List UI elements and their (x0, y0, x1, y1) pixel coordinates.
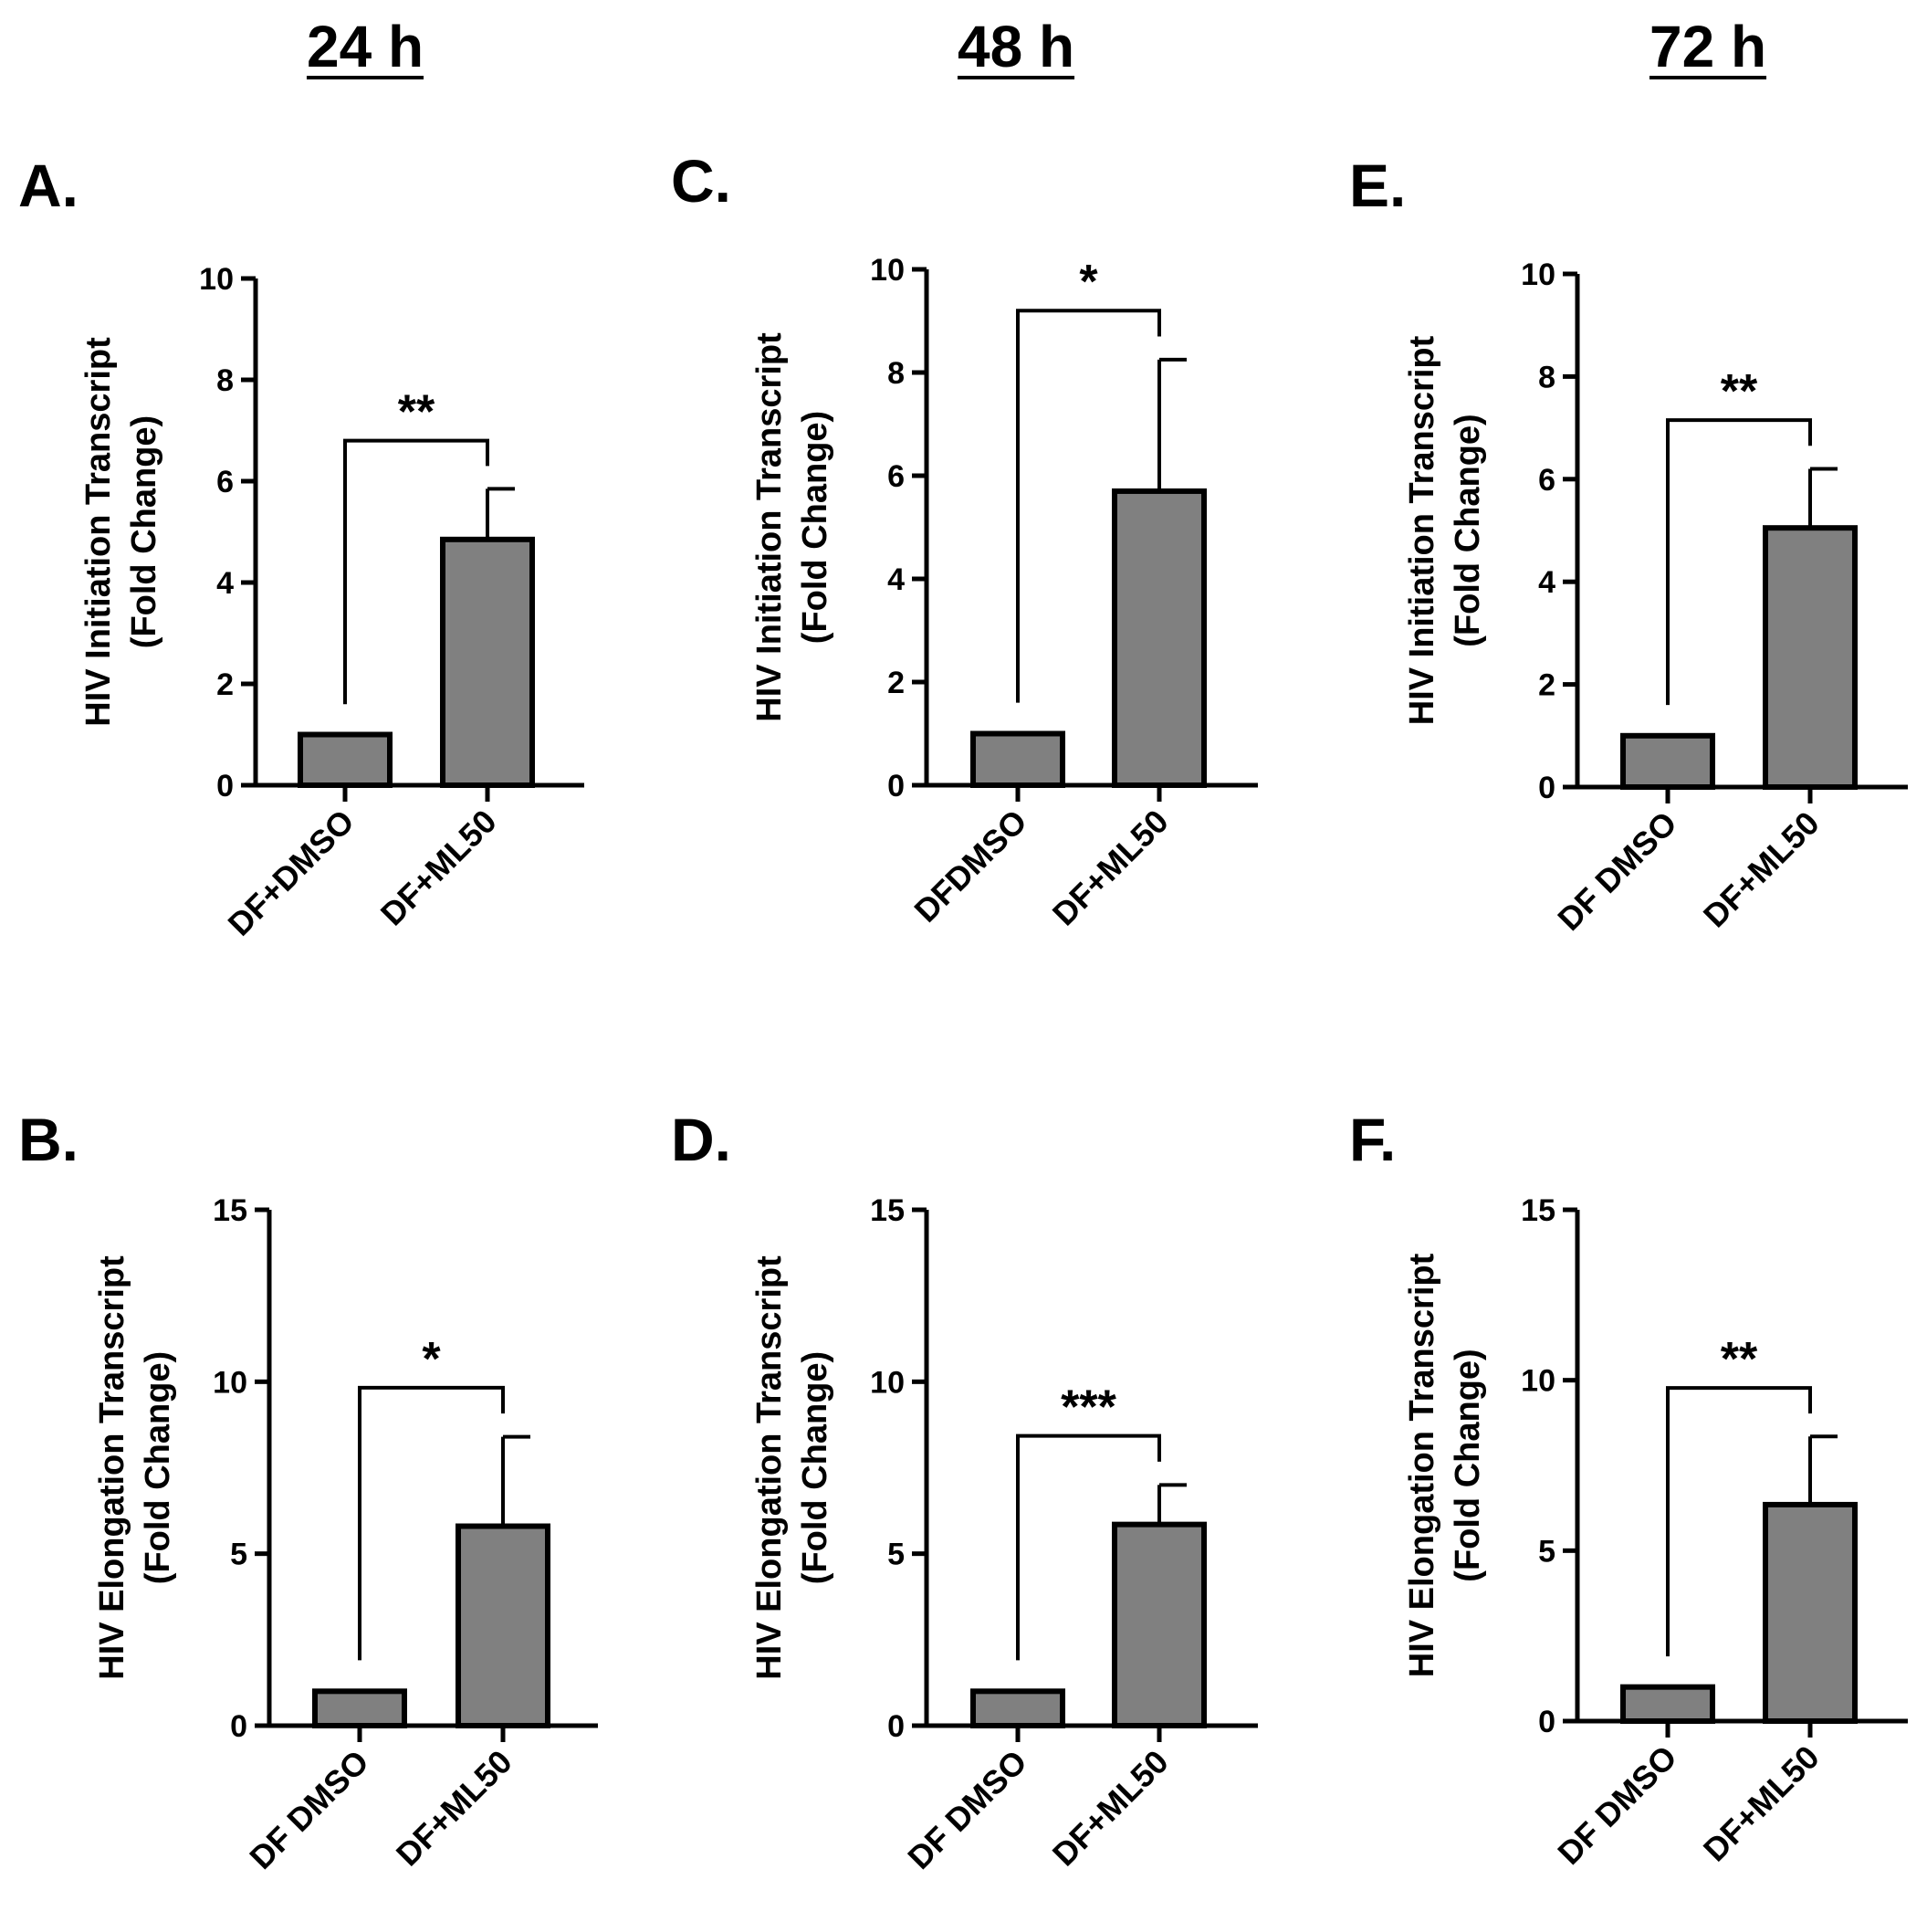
y-tick-label: 6 (887, 459, 905, 494)
category-label-2: DF+ML50 (1045, 1743, 1176, 1874)
significance-bracket (1666, 418, 1812, 706)
bar-1 (970, 1688, 1065, 1729)
y-tick-label: 2 (1538, 668, 1555, 703)
y-axis-label-line1: HIV Initiation Transcript (79, 337, 118, 727)
significance-label: * (1079, 256, 1098, 309)
y-tick-label: 10 (870, 253, 905, 288)
bar-1 (298, 731, 393, 788)
y-axis-label-line2: (Fold Change) (139, 1351, 177, 1584)
y-tick-label: 10 (1521, 257, 1555, 292)
y-tick-label: 6 (1538, 463, 1555, 498)
significance-bracket (358, 1385, 505, 1661)
y-axis-label-line2: (Fold Change) (1449, 414, 1487, 646)
chart-panel-a: 0 2 4 6 8 10 HIV Initiation Transcript (Fold Ch… (79, 262, 584, 943)
y-tick-label: 5 (887, 1538, 905, 1572)
y-axis-label-line2: (Fold Change) (1449, 1349, 1487, 1581)
bar-1 (312, 1688, 407, 1729)
chart-panel-f: 0 5 10 15 HIV Elongation Transcript (Fold Cha… (1403, 1193, 1908, 1872)
significance-bracket (343, 438, 489, 705)
y-tick-label: 15 (213, 1193, 247, 1228)
significance-bracket (1016, 309, 1161, 703)
category-label-1: DF DMSO (1550, 1738, 1683, 1872)
y-tick-label: 0 (887, 1709, 905, 1744)
y-axis-label-line2: (Fold Change) (796, 1351, 834, 1584)
column-header-24h: 24 h (306, 14, 424, 79)
bar-2 (1112, 1521, 1207, 1729)
y-tick-label: 0 (216, 769, 234, 803)
column-header-48h: 48 h (957, 14, 1075, 79)
y-tick-label: 4 (216, 566, 234, 601)
panel-letter-e: E. (1349, 152, 1407, 219)
y-axis-label-line1: HIV Elongation Transcript (750, 1255, 789, 1680)
y-axis-label-line1: HIV Elongation Transcript (93, 1255, 131, 1680)
y-tick-label: 8 (216, 363, 234, 398)
y-tick-label: 15 (1521, 1193, 1555, 1228)
y-tick-label: 15 (870, 1193, 905, 1228)
significance-label: ** (398, 386, 435, 439)
category-label-1: DF DMSO (900, 1743, 1033, 1876)
y-tick-label: 4 (887, 562, 905, 597)
significance-label: * (422, 1333, 441, 1386)
panel-letter-a: A. (18, 152, 79, 219)
significance-bracket (1016, 1433, 1161, 1661)
category-label-2: DF+ML50 (373, 803, 504, 933)
y-tick-label: 10 (199, 262, 234, 297)
y-tick-label: 0 (1538, 1705, 1555, 1739)
y-tick-label: 5 (1538, 1534, 1555, 1569)
category-label-2: DF+ML50 (1696, 1738, 1827, 1869)
category-label-1: DFDMSO (906, 803, 1033, 929)
y-tick-label: 6 (216, 465, 234, 499)
bar-1 (1620, 732, 1715, 790)
bar-1 (1620, 1684, 1715, 1724)
y-tick-label: 0 (1538, 771, 1555, 805)
y-tick-label: 2 (887, 666, 905, 700)
category-label-1: DF+DMSO (220, 803, 361, 943)
bar-2 (440, 536, 535, 788)
panel-letter-c: C. (671, 147, 731, 215)
chart-panel-b: 0 5 10 15 HIV Elongation Transcript (Fold Cha… (93, 1193, 598, 1876)
significance-label: ** (1721, 1333, 1758, 1386)
category-label-2: DF+ML50 (1045, 803, 1176, 933)
y-tick-label: 8 (1538, 360, 1555, 394)
bar-2 (456, 1523, 550, 1728)
significance-bracket (1666, 1386, 1812, 1657)
category-label-2: DF+ML50 (389, 1743, 519, 1874)
panel-letter-f: F. (1349, 1106, 1397, 1173)
y-tick-label: 4 (1538, 565, 1555, 600)
category-label-1: DF DMSO (1550, 804, 1683, 938)
category-label-2: DF+ML50 (1696, 804, 1827, 935)
y-axis-label-line2: (Fold Change) (125, 415, 163, 648)
bar-2 (1763, 525, 1858, 790)
chart-panel-d: 0 5 10 15 HIV Elongation Transcript (Fold Cha… (750, 1193, 1258, 1876)
bar-2 (1763, 1501, 1858, 1725)
y-axis-label-line1: HIV Elongation Transcript (1403, 1253, 1441, 1677)
category-label-1: DF DMSO (242, 1743, 375, 1876)
y-axis-label-line2: (Fold Change) (796, 411, 834, 644)
y-tick-label: 10 (213, 1365, 247, 1400)
panel-letter-d: D. (671, 1106, 731, 1173)
y-tick-label: 0 (887, 769, 905, 803)
y-tick-label: 10 (1521, 1364, 1555, 1399)
bar-2 (1112, 488, 1207, 788)
chart-panel-e: 0 2 4 6 8 10 HIV Initiation Transcript (Fold Ch… (1403, 257, 1908, 938)
y-tick-label: 8 (887, 356, 905, 391)
significance-label: *** (1061, 1381, 1116, 1434)
column-header-72h: 72 h (1649, 14, 1767, 79)
y-tick-label: 5 (230, 1538, 247, 1572)
y-tick-label: 0 (230, 1709, 247, 1744)
significance-label: ** (1721, 365, 1758, 418)
y-tick-label: 2 (216, 667, 234, 702)
y-tick-label: 10 (870, 1365, 905, 1400)
y-axis-label-line1: HIV Initiation Transcript (750, 332, 789, 722)
bar-1 (970, 730, 1065, 788)
panel-letter-b: B. (18, 1106, 79, 1173)
y-axis-label-line1: HIV Initiation Transcript (1403, 335, 1441, 725)
chart-panel-c: 0 2 4 6 8 10 HIV Initiation Transcript (Fold Ch… (750, 253, 1258, 933)
